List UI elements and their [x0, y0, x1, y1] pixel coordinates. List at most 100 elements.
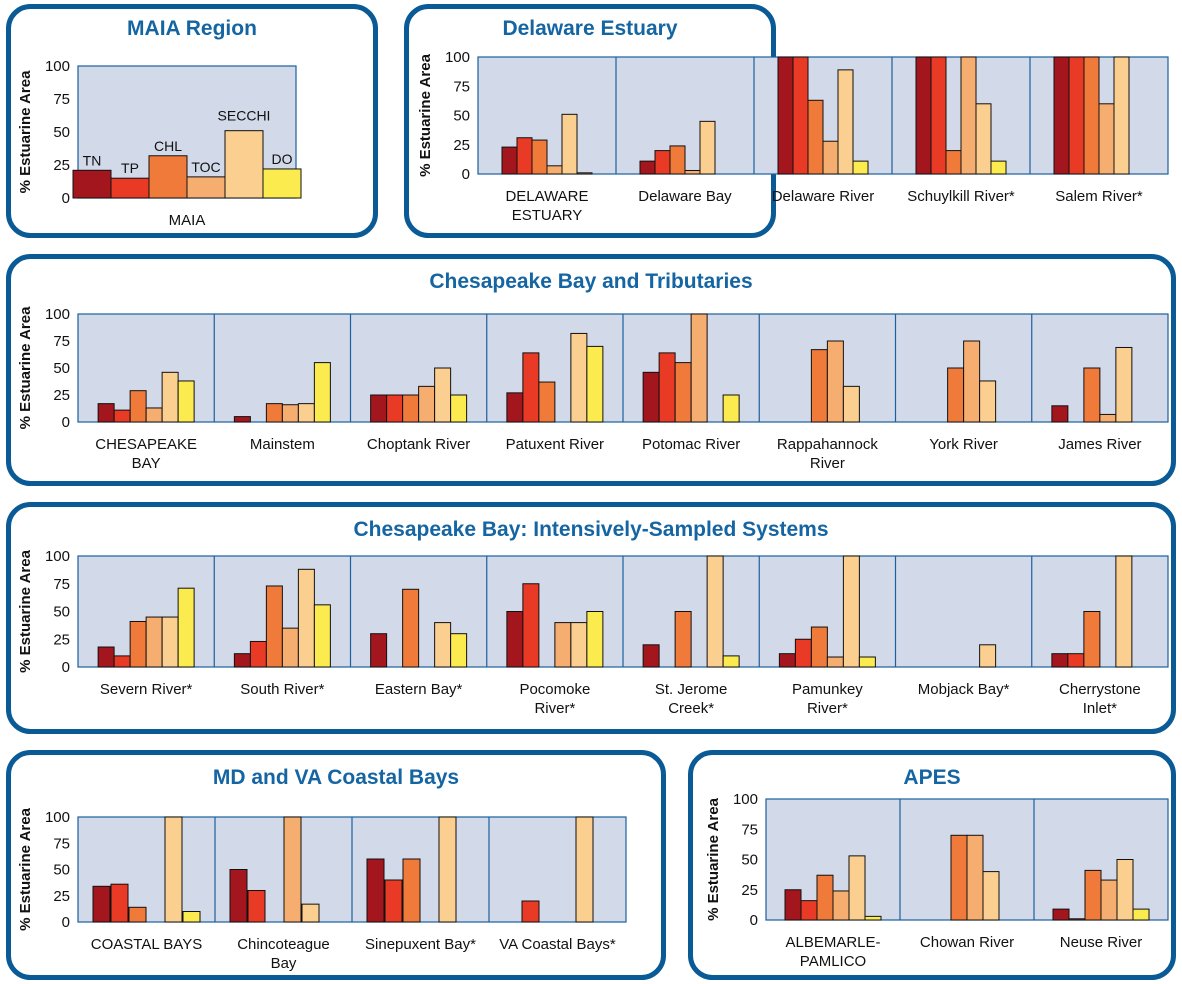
bar-delaware-1-3 — [684, 169, 701, 175]
bar-intensive-5-3 — [826, 656, 844, 668]
y-tick-label: 50 — [741, 852, 758, 869]
y-tick-label: 25 — [53, 888, 70, 905]
category-label: COASTAL BAYS — [91, 936, 202, 953]
category-label: St. Jerome — [655, 681, 728, 698]
bar-apes-0-1 — [800, 900, 818, 921]
category-label: River — [810, 455, 845, 472]
y-axis-label: % Estuarine Area — [17, 306, 34, 429]
bar-delaware-1-1 — [654, 150, 671, 175]
bar-delaware-3-3 — [960, 56, 977, 175]
y-tick-label: 0 — [62, 414, 70, 431]
series-label: SECCHI — [218, 108, 271, 124]
y-tick-label: 50 — [53, 604, 70, 621]
category-label: Inlet* — [1083, 700, 1117, 717]
y-tick-label: 75 — [53, 576, 70, 593]
chart-title: MAIA Region — [127, 17, 257, 40]
bar-chesapeake-5-2 — [810, 349, 828, 423]
bar-chesapeake-7-0 — [1051, 405, 1069, 423]
bar-intensive-1-0 — [233, 653, 251, 668]
bar-chesapeake-4-5 — [722, 394, 740, 423]
bar-delaware-2-5 — [852, 160, 869, 175]
bar-chesapeake-7-3 — [1099, 413, 1117, 423]
bar-chesapeake-2-5 — [450, 394, 468, 423]
bar-intensive-7-1 — [1067, 653, 1085, 668]
chart-title: Chesapeake Bay: Intensively-Sampled Syst… — [353, 518, 828, 541]
bar-coastal-0-2 — [128, 906, 147, 923]
category-label: Rappahannock — [777, 436, 878, 453]
bar-intensive-3-5 — [586, 611, 604, 668]
bar-delaware-0-2 — [531, 139, 548, 175]
bar-intensive-2-0 — [370, 633, 388, 668]
bar-coastal-1-1 — [247, 890, 266, 923]
category-label: DELAWARE — [505, 188, 588, 205]
bar-apes-0-5 — [864, 915, 882, 921]
bar-chesapeake-3-0 — [506, 392, 524, 423]
chart-panel-delaware: Delaware Estuary % Estuarine Area 0 25 50 75 1… — [404, 4, 1169, 238]
bar-coastal-3-1 — [521, 900, 540, 923]
bar-chesapeake-2-4 — [434, 367, 452, 423]
bar-intensive-4-5 — [722, 655, 740, 668]
bar-chesapeake-1-3 — [281, 404, 299, 423]
category-label: York River — [929, 436, 998, 453]
category-label: VA Coastal Bays* — [499, 936, 616, 953]
bar-intensive-6-4 — [979, 644, 997, 668]
bar-delaware-0-3 — [546, 165, 563, 175]
bar-delaware-2-2 — [807, 99, 824, 175]
bar-chesapeake-6-3 — [963, 340, 981, 423]
chart-title: Chesapeake Bay and Tributaries — [429, 270, 752, 293]
series-label: TN — [83, 152, 102, 168]
chart-title: APES — [903, 766, 960, 789]
y-tick-label: 25 — [741, 882, 758, 899]
bar-coastal-2-4 — [438, 816, 457, 923]
category-label: MAIA — [169, 212, 206, 229]
bar-delaware-4-1 — [1068, 56, 1085, 175]
category-label: Pamunkey — [792, 681, 863, 698]
bar-coastal-0-4 — [164, 816, 183, 923]
bar-delaware-3-0 — [915, 56, 932, 175]
bar-apes-1-2 — [950, 834, 968, 921]
bar-intensive-1-2 — [265, 585, 283, 668]
bar-intensive-5-0 — [778, 653, 796, 668]
chart-panel-chesapeake: Chesapeake Bay and Tributaries % Estuarin… — [6, 254, 1176, 486]
bar-intensive-4-4 — [706, 555, 724, 668]
category-label: Potomac River — [642, 436, 740, 453]
bar-apes-2-1 — [1068, 918, 1086, 921]
series-label: CHL — [154, 138, 182, 154]
bar-intensive-4-0 — [642, 644, 660, 668]
y-tick-label: 0 — [62, 914, 70, 931]
bar-intensive-5-1 — [794, 638, 812, 668]
bar-chesapeake-0-2 — [129, 390, 147, 423]
bar-chesapeake-4-2 — [674, 362, 692, 423]
bar-delaware-4-4 — [1113, 56, 1130, 175]
category-label: ESTUARY — [512, 207, 583, 224]
bar-chesapeake-2-2 — [402, 394, 420, 423]
bar-chesapeake-0-3 — [145, 407, 163, 423]
bar-intensive-5-4 — [842, 555, 860, 668]
y-tick-label: 0 — [750, 912, 758, 929]
category-label: Bay — [271, 955, 297, 972]
series-label: DO — [272, 151, 293, 167]
bar-chesapeake-1-5 — [313, 362, 331, 423]
category-label: River* — [534, 700, 575, 717]
category-label: Delaware River — [772, 188, 875, 205]
category-label: James River — [1058, 436, 1141, 453]
bar-chesapeake-4-0 — [642, 371, 660, 423]
bar-intensive-7-4 — [1115, 555, 1133, 668]
bar-coastal-1-3 — [283, 816, 302, 923]
bar-chesapeake-4-3 — [690, 313, 708, 423]
bar-apes-2-2 — [1084, 869, 1102, 921]
y-tick-label: 50 — [53, 360, 70, 377]
series-label: TOC — [191, 159, 220, 175]
category-label: Pocomoke — [519, 681, 590, 698]
bar-intensive-3-1 — [522, 583, 540, 668]
bar-intensive-1-3 — [281, 627, 299, 668]
y-tick-label: 100 — [733, 791, 758, 808]
bar-delaware-2-1 — [792, 56, 809, 175]
category-label: Schuylkill River* — [907, 188, 1015, 205]
bar-intensive-2-5 — [450, 633, 468, 668]
bar-intensive-1-1 — [249, 640, 267, 668]
bar-delaware-1-2 — [669, 145, 686, 175]
chart-title: Delaware Estuary — [502, 17, 677, 40]
bar-chesapeake-0-1 — [113, 409, 131, 423]
